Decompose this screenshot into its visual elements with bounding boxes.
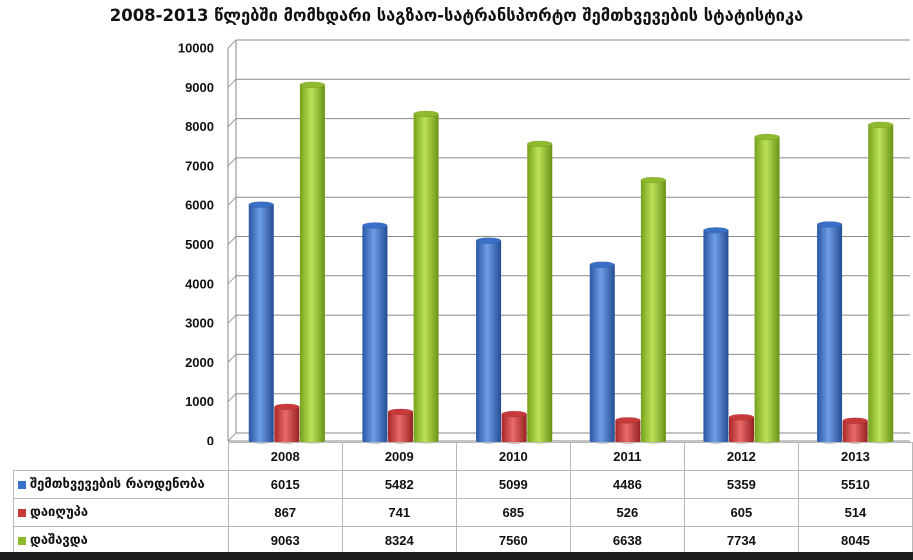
bar-2013-s1 <box>842 417 868 444</box>
bottom-border <box>0 552 913 560</box>
chart-title: 2008-2013 წლებში მომხდარი საგზაო-სატრანს… <box>109 6 804 25</box>
bar-2013-s0 <box>816 221 843 444</box>
gridline <box>227 157 237 167</box>
legend-swatch-icon <box>18 480 26 489</box>
series-header: დაიღუპა <box>13 498 229 527</box>
data-cell: 4486 <box>569 470 685 499</box>
bar-2013-s2 <box>867 121 894 444</box>
y-tick-label: 7000 <box>185 158 214 173</box>
y-tick-label: 3000 <box>185 316 214 331</box>
data-cell: 7560 <box>455 526 571 555</box>
table-corner <box>13 442 229 471</box>
data-cell: 7734 <box>683 526 799 555</box>
bar-2009-s1 <box>387 408 414 444</box>
gridline <box>227 314 237 324</box>
gridlines <box>227 39 910 442</box>
category-row: 2008 2009 2010 2011 2012 2013 <box>13 442 913 471</box>
bar-2010-s2 <box>526 140 553 444</box>
data-cell: 741 <box>341 498 457 527</box>
gridline <box>227 393 237 403</box>
data-cell: 867 <box>227 498 343 527</box>
data-table: 2008 2009 2010 2011 2012 2013 შემთხვევებ… <box>13 442 913 555</box>
data-cell: 5359 <box>683 470 799 499</box>
gridline <box>227 275 237 285</box>
gridline <box>227 78 237 88</box>
gridline <box>227 196 237 206</box>
plot-back-wall <box>228 40 910 441</box>
bar-2010-s1 <box>501 410 527 444</box>
data-cell: 514 <box>797 498 913 527</box>
bar-2008-s2 <box>299 81 326 444</box>
category-label: 2008 <box>227 442 343 471</box>
gridline <box>227 236 237 245</box>
gridline <box>227 354 237 363</box>
series-name: შემთხვევების რაოდენობა <box>30 477 205 492</box>
y-tick-label: 5000 <box>185 237 214 252</box>
y-tick-label: 10000 <box>178 41 214 56</box>
bar-2011-s0 <box>589 261 616 444</box>
data-cell: 8045 <box>797 526 913 555</box>
legend-swatch-icon <box>18 536 26 545</box>
series-row: დაიღუპა 867 741 685 526 605 514 <box>13 498 913 527</box>
gridline <box>227 39 237 49</box>
bar-2011-s2 <box>640 176 667 444</box>
series-row: დაშავდა 9063 8324 7560 6638 7734 8045 <box>13 526 913 555</box>
y-tick-label: 0 <box>207 434 214 446</box>
bar-2008-s1 <box>274 403 300 444</box>
y-axis: 0 1000 2000 3000 4000 5000 6000 7000 8000 9000 100… <box>178 40 910 445</box>
y-tick-label: 1000 <box>185 394 214 409</box>
data-cell: 9063 <box>227 526 343 555</box>
series-row: შემთხვევების რაოდენობა 6015 5482 5099 44… <box>13 470 913 499</box>
data-cell: 526 <box>569 498 685 527</box>
y-tick-label: 6000 <box>185 198 214 213</box>
bar-2009-s2 <box>413 110 439 444</box>
bar-2012-s1 <box>728 413 755 444</box>
data-cell: 6015 <box>227 470 343 499</box>
gridline <box>227 118 237 127</box>
data-cell: 6638 <box>569 526 685 555</box>
data-cell: 5510 <box>797 470 913 499</box>
data-cell: 5099 <box>455 470 571 499</box>
category-label: 2010 <box>455 442 571 471</box>
data-cell: 685 <box>455 498 571 527</box>
category-label: 2011 <box>569 442 685 471</box>
y-tick-label: 4000 <box>185 276 214 291</box>
bar-2012-s0 <box>703 227 729 444</box>
legend-swatch-icon <box>18 508 26 517</box>
category-label: 2013 <box>797 442 913 471</box>
gridline <box>227 432 237 442</box>
y-tick-label: 2000 <box>185 355 214 370</box>
data-cell: 5482 <box>341 470 457 499</box>
category-label: 2009 <box>341 442 457 471</box>
series-header: შემთხვევების რაოდენობა <box>13 470 229 499</box>
series-name: დაიღუპა <box>30 505 89 520</box>
bar-2011-s1 <box>615 417 641 444</box>
bar-2010-s0 <box>475 237 502 444</box>
series-name: დაშავდა <box>30 533 88 548</box>
data-cell: 605 <box>683 498 799 527</box>
data-cell: 8324 <box>341 526 457 555</box>
bars <box>248 81 894 444</box>
bar-2009-s0 <box>362 222 388 444</box>
chart-plot: 0 1000 2000 3000 4000 5000 6000 7000 8000 9000 100… <box>178 39 910 445</box>
y-tick-label: 9000 <box>185 80 214 95</box>
category-label: 2012 <box>683 442 799 471</box>
y-tick-label: 8000 <box>185 119 214 134</box>
bar-2012-s2 <box>754 133 780 444</box>
bar-2008-s0 <box>248 201 275 444</box>
series-header: დაშავდა <box>13 526 229 555</box>
